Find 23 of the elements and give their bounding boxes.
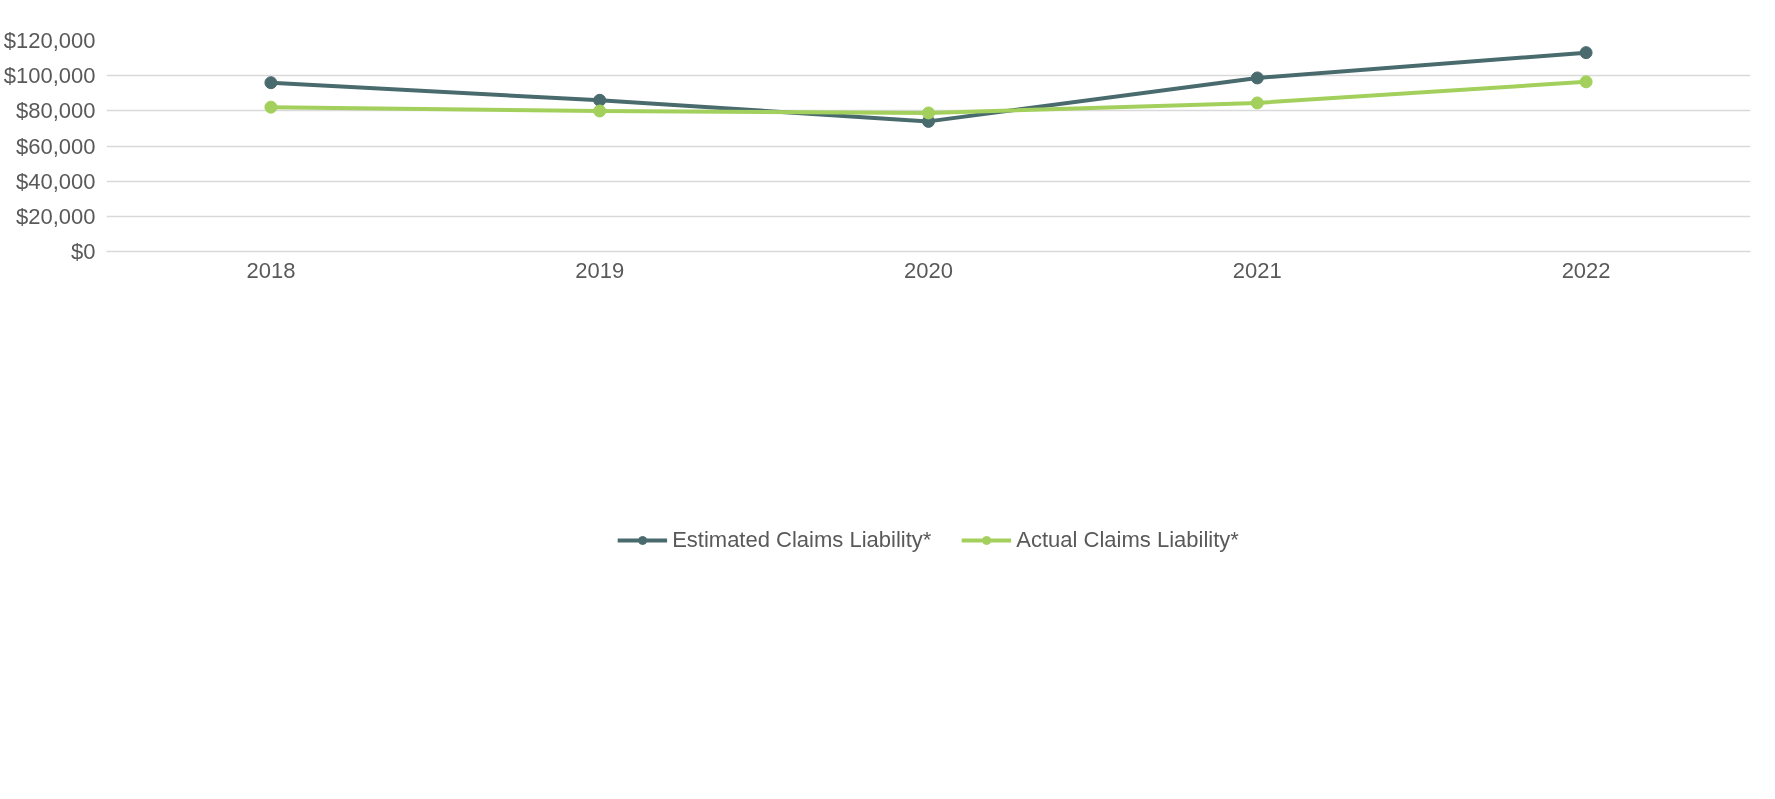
y-tick-label: $0 <box>71 239 96 264</box>
x-tick-label: 2022 <box>1561 257 1611 283</box>
x-tick-label: 2021 <box>1232 257 1282 283</box>
y-tick-label: $120,000 <box>3 28 96 53</box>
legend-label: Actual Claims Liability* <box>1016 527 1239 553</box>
point <box>264 76 278 90</box>
x-tick-label: 2018 <box>246 257 296 283</box>
x-tick-label: 2019 <box>575 257 625 283</box>
legend-label: Estimated Claims Liability* <box>672 527 932 553</box>
point <box>1579 46 1593 60</box>
point <box>1250 96 1264 110</box>
y-tick-label: $60,000 <box>15 133 96 159</box>
y-tick-label: $20,000 <box>15 203 96 229</box>
point <box>1250 71 1264 85</box>
point <box>1579 75 1593 89</box>
y-tick-label: $100,000 <box>3 63 96 89</box>
x-tick-label: 2020 <box>904 257 953 283</box>
y-tick-label: $80,000 <box>15 98 96 124</box>
y-tick-label: $40,000 <box>15 168 96 194</box>
point <box>922 106 935 120</box>
point <box>593 93 607 107</box>
point <box>264 100 278 114</box>
point <box>593 104 607 118</box>
